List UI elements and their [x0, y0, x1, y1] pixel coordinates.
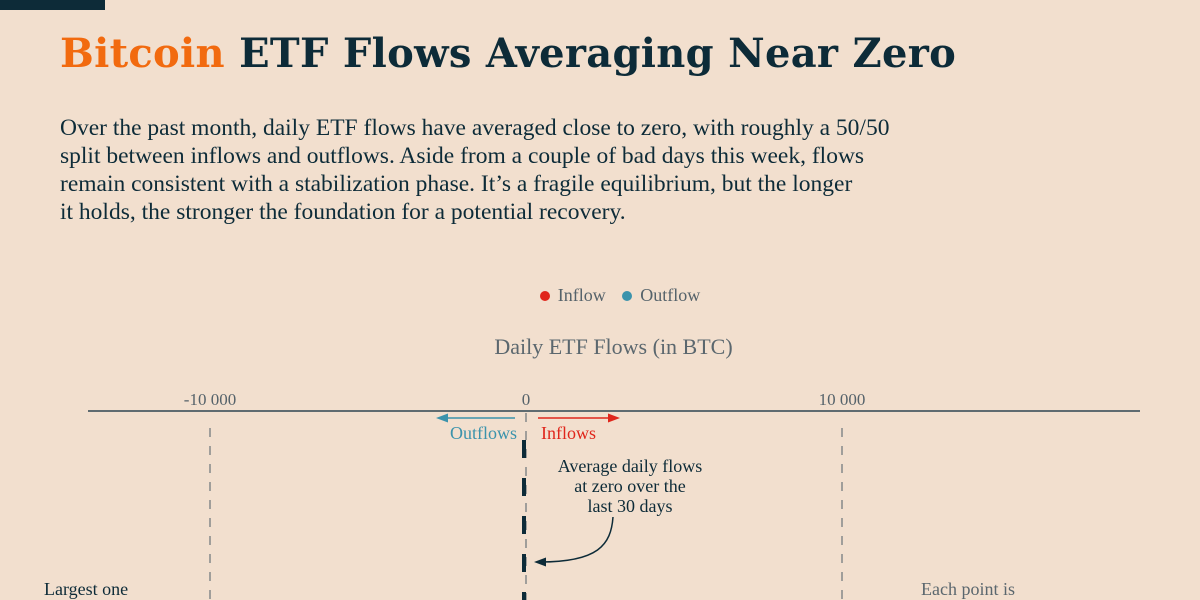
description-line: it holds, the stronger the foundation fo…	[60, 199, 626, 225]
title-rest: ETF Flows Averaging Near Zero	[224, 30, 957, 77]
legend-inflow: Inflow	[539, 285, 606, 305]
description-line: Over the past month, daily ETF flows hav…	[60, 115, 890, 141]
inflow-dot-icon	[539, 291, 550, 302]
tick-label: 0	[522, 390, 531, 409]
description: Over the past month, daily ETF flows hav…	[60, 114, 1160, 226]
annotation-line: last 30 days	[587, 496, 673, 516]
annotation-arrow-icon	[534, 516, 614, 567]
largest-annotation: Largest one	[44, 579, 129, 599]
chart-legend: Inflow Outflow	[0, 285, 1200, 306]
average-annotation: Average daily flows at zero over the las…	[545, 456, 715, 516]
description-line: split between inflows and outflows. Asid…	[60, 143, 865, 169]
legend-label: Inflow	[557, 285, 606, 305]
legend-label: Outflow	[640, 285, 701, 305]
outflows-label: Outflows	[450, 423, 517, 443]
top-accent-bar	[0, 0, 105, 10]
page-title: Bitcoin ETF Flows Averaging Near Zero	[60, 30, 956, 77]
outflow-dot-icon	[622, 291, 633, 302]
each-point-annotation: Each point is	[921, 579, 1015, 599]
inflows-label: Inflows	[541, 423, 596, 443]
description-line: remain consistent with a stabilization p…	[60, 171, 853, 197]
chart-title: Daily ETF Flows (in BTC)	[494, 334, 733, 359]
legend-outflow: Outflow	[622, 285, 700, 305]
annotation-line: Average daily flows	[557, 456, 703, 476]
annotation-line: at zero over the	[574, 476, 686, 496]
tick-label: 10 000	[819, 390, 866, 409]
title-accent: Bitcoin	[60, 30, 225, 77]
tick-label: -10 000	[184, 390, 236, 409]
